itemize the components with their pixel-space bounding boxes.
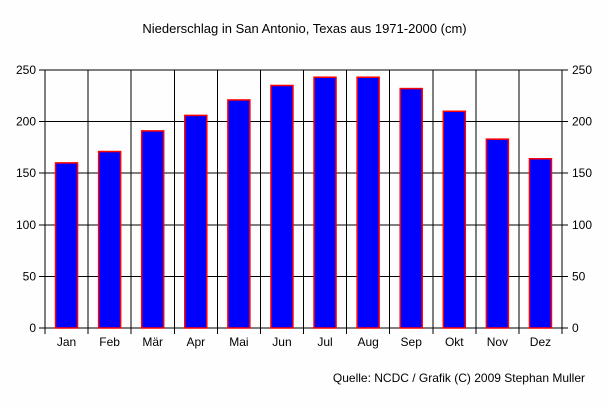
bar-mär bbox=[140, 130, 165, 329]
x-axis-label: Okt bbox=[445, 335, 464, 349]
y-axis-label-right: 250 bbox=[572, 63, 592, 77]
y-axis-label-left: 250 bbox=[16, 63, 36, 77]
y-axis-label-left: 0 bbox=[29, 321, 36, 335]
y-axis-label-right: 150 bbox=[572, 166, 592, 180]
bar-nov bbox=[485, 138, 510, 329]
y-axis-label-left: 100 bbox=[16, 218, 36, 232]
bar-feb bbox=[97, 150, 122, 329]
y-axis-label-right: 100 bbox=[572, 218, 592, 232]
x-axis-label: Jul bbox=[317, 335, 332, 349]
chart-title: Niederschlag in San Antonio, Texas aus 1… bbox=[142, 21, 467, 36]
x-axis-label: Dez bbox=[530, 335, 551, 349]
y-axis-label-left: 150 bbox=[16, 166, 36, 180]
source-credit: Quelle: NCDC / Grafik (C) 2009 Stephan M… bbox=[332, 371, 585, 385]
x-axis-label: Aug bbox=[357, 335, 378, 349]
bar-okt bbox=[442, 110, 467, 329]
y-axis-label-right: 200 bbox=[572, 115, 592, 129]
x-axis-label: Sep bbox=[401, 335, 423, 349]
bar-jun bbox=[270, 84, 294, 329]
y-axis-label-right: 0 bbox=[572, 321, 579, 335]
x-axis-label: Nov bbox=[487, 335, 508, 349]
x-axis-label: Apr bbox=[186, 335, 205, 349]
x-axis-label: Mär bbox=[142, 335, 163, 349]
bar-dez bbox=[528, 158, 553, 329]
bar-apr bbox=[184, 114, 208, 329]
x-axis-label: Feb bbox=[99, 335, 120, 349]
y-axis-label-left: 200 bbox=[16, 115, 36, 129]
y-axis-label-left: 50 bbox=[23, 269, 37, 283]
x-axis-label: Jan bbox=[57, 335, 76, 349]
bar-mai bbox=[227, 99, 251, 329]
x-axis-label: Mai bbox=[229, 335, 248, 349]
bar-jan bbox=[54, 162, 79, 329]
x-axis-label: Jun bbox=[272, 335, 291, 349]
y-axis-label-right: 50 bbox=[572, 269, 586, 283]
bar-sep bbox=[399, 87, 423, 329]
bar-aug bbox=[356, 76, 380, 329]
bar-jul bbox=[313, 76, 337, 329]
